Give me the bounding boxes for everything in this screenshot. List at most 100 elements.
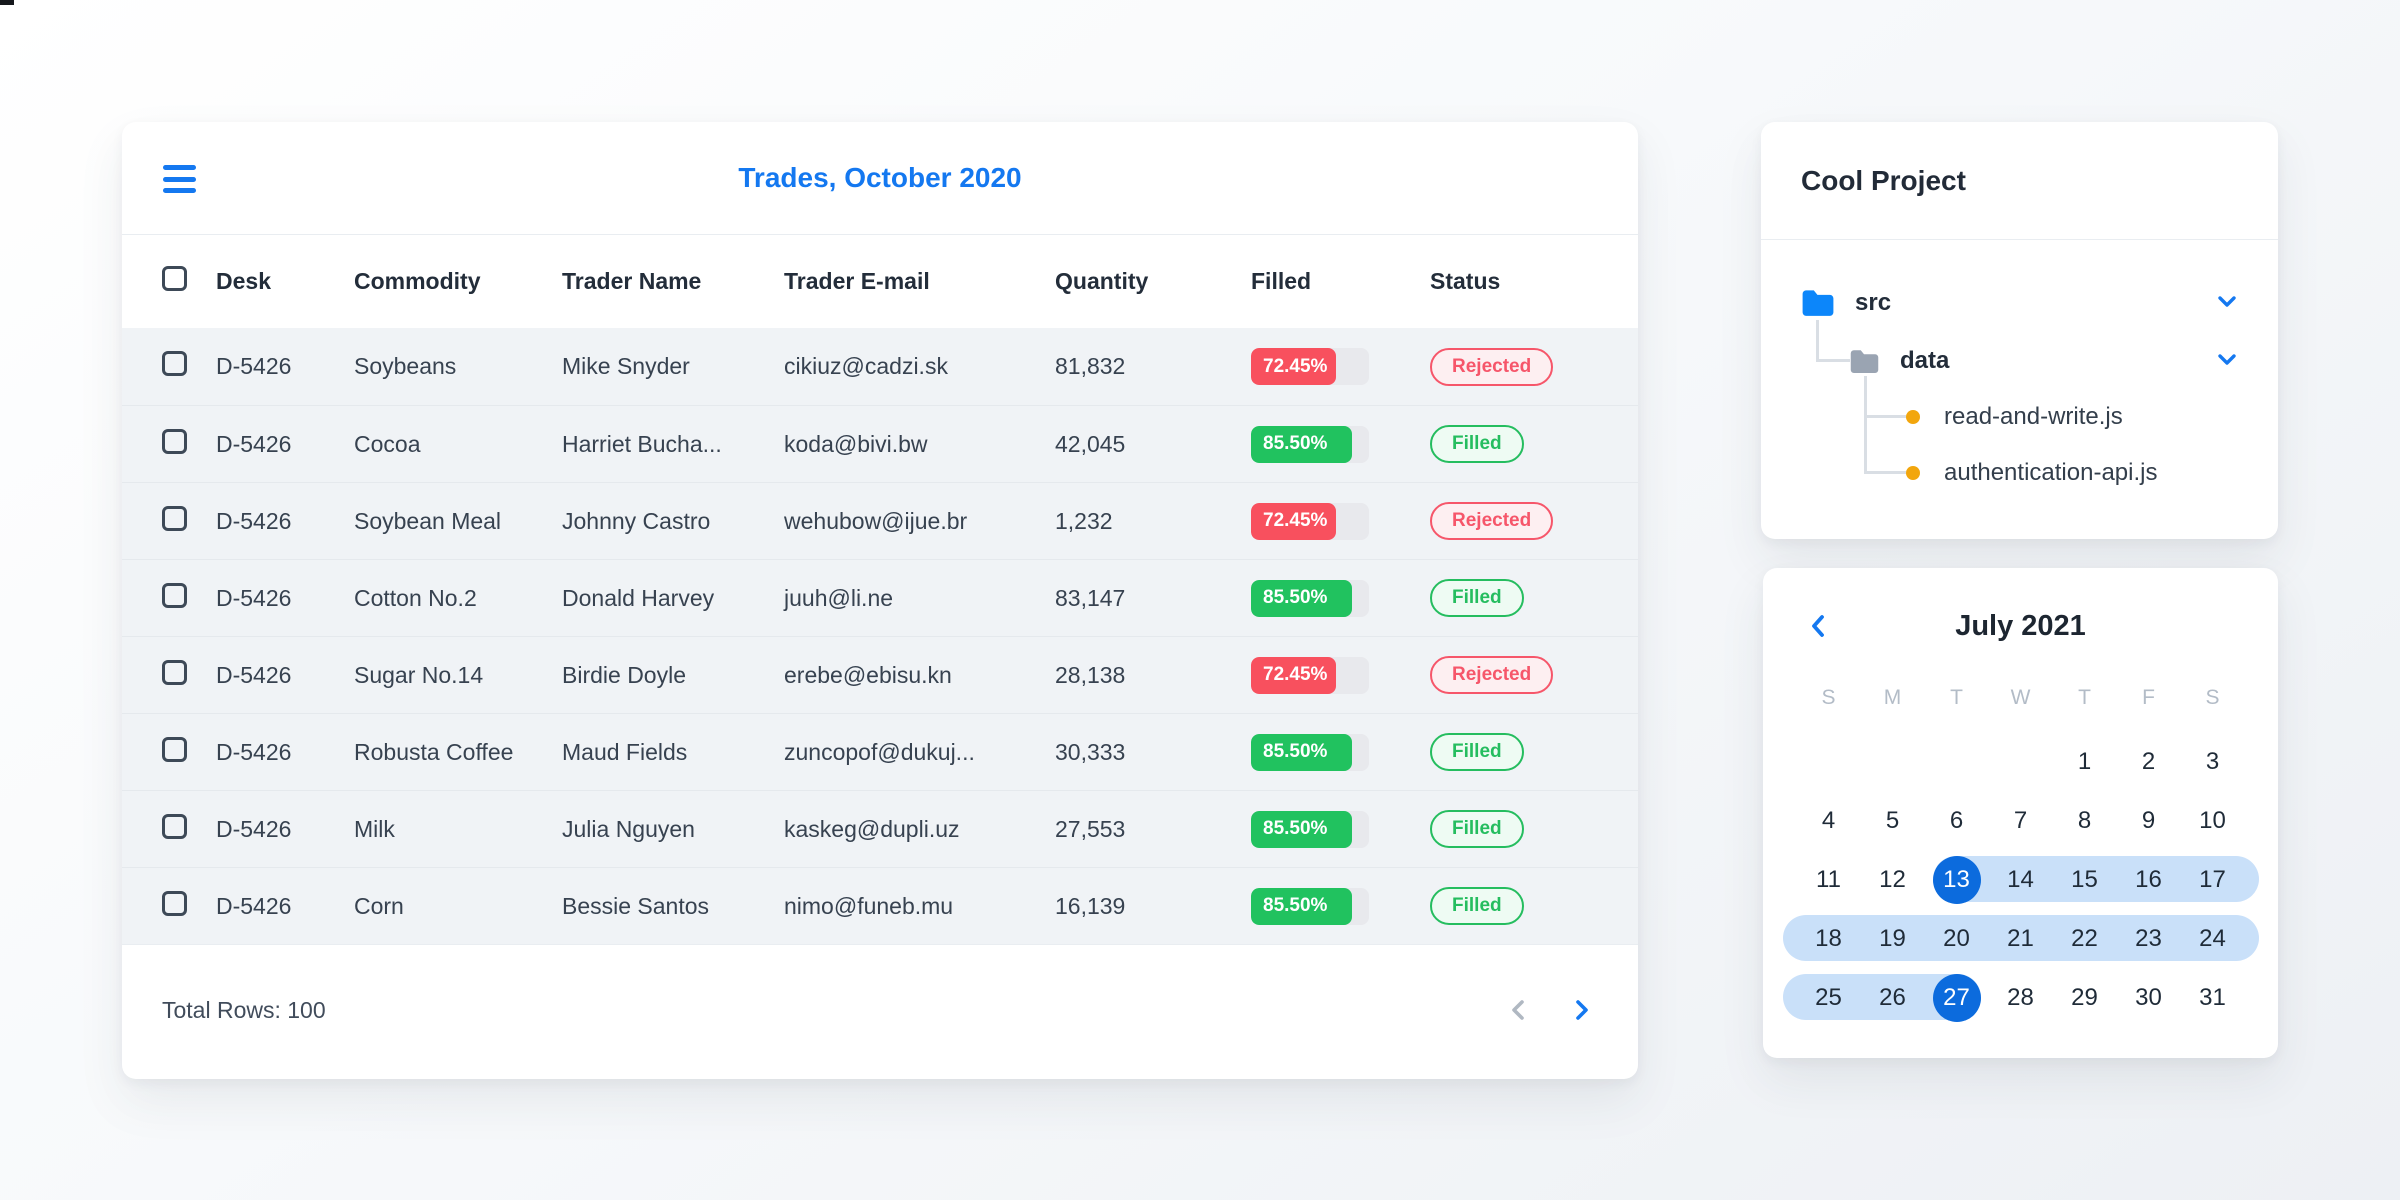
calendar-day[interactable]: 4 bbox=[1821, 806, 1836, 834]
row-checkbox[interactable] bbox=[162, 428, 187, 454]
calendar-day-selected[interactable]: 27 bbox=[1932, 973, 1981, 1022]
calendar-day[interactable]: 28 bbox=[2007, 983, 2034, 1011]
next-page-button chevron-right-icon[interactable] bbox=[1568, 997, 1594, 1023]
weekday-label: S bbox=[1821, 686, 1836, 709]
table-row: D-5426 Soybean Meal Johnny Castro wehubo… bbox=[122, 482, 1638, 559]
file-dot-icon bbox=[1906, 466, 1920, 480]
calendar-day[interactable]: 18 bbox=[1815, 924, 1842, 952]
menu-icon[interactable] bbox=[163, 165, 196, 193]
calendar-day[interactable]: 17 bbox=[2199, 865, 2226, 893]
trades-card: Trades, October 2020 Desk Commodity Trad… bbox=[122, 122, 1638, 1079]
calendar-day[interactable]: 2 bbox=[2141, 747, 2156, 775]
progress-bar: 85.50% bbox=[1251, 579, 1369, 617]
trades-card-header: Trades, October 2020 bbox=[122, 122, 1638, 235]
calendar-day[interactable]: 22 bbox=[2071, 924, 2098, 952]
table-row: D-5426 Soybeans Mike Snyder cikiuz@cadzi… bbox=[122, 328, 1638, 405]
calendar-day[interactable]: 19 bbox=[1879, 924, 1906, 952]
trades-card-title: Trades, October 2020 bbox=[738, 162, 1022, 193]
cell-commodity: Robusta Coffee bbox=[354, 738, 514, 765]
row-checkbox[interactable] bbox=[162, 659, 187, 685]
table-row: D-5426 Milk Julia Nguyen kaskeg@dupli.uz… bbox=[122, 790, 1638, 867]
calendar-day[interactable]: 31 bbox=[2199, 983, 2226, 1011]
tree-item-file[interactable]: authentication-api.js bbox=[1906, 458, 2157, 488]
folder-label: src bbox=[1855, 289, 1892, 316]
file-label: read-and-write.js bbox=[1944, 403, 2123, 430]
status-badge: Filled bbox=[1430, 579, 1524, 617]
row-checkbox[interactable] bbox=[162, 736, 187, 762]
cell-trader-name: Maud Fields bbox=[562, 738, 688, 765]
tree-item-data[interactable]: data bbox=[1849, 346, 1949, 376]
tree-connector bbox=[1864, 415, 1906, 418]
chevron-down-icon[interactable] bbox=[2216, 294, 2238, 308]
folder-icon bbox=[1850, 349, 1879, 373]
selected-range-band bbox=[1932, 856, 2259, 902]
status-badge: Filled bbox=[1430, 887, 1524, 925]
calendar-day[interactable]: 24 bbox=[2199, 924, 2226, 952]
cell-quantity: 1,232 bbox=[1055, 507, 1113, 534]
calendar-day[interactable]: 9 bbox=[2141, 806, 2156, 834]
progress-fill: 85.50% bbox=[1251, 733, 1352, 771]
calendar-day[interactable]: 29 bbox=[2071, 983, 2098, 1011]
status-badge: Filled bbox=[1430, 425, 1524, 463]
calendar-prev-button chevron-left-icon[interactable] bbox=[1809, 613, 1827, 639]
calendar-day[interactable]: 14 bbox=[2007, 865, 2034, 893]
calendar-day[interactable]: 1 bbox=[2077, 747, 2092, 775]
table-row: D-5426 Sugar No.14 Birdie Doyle erebe@eb… bbox=[122, 636, 1638, 713]
calendar-day[interactable]: 7 bbox=[2013, 806, 2028, 834]
select-all-checkbox[interactable] bbox=[162, 266, 187, 291]
calendar-day[interactable]: 5 bbox=[1885, 806, 1900, 834]
selected-range-band bbox=[1782, 915, 2259, 961]
cell-quantity: 83,147 bbox=[1055, 584, 1126, 611]
calendar-day[interactable]: 11 bbox=[1816, 865, 1841, 893]
calendar-day[interactable]: 21 bbox=[2007, 924, 2034, 952]
status-badge: Rejected bbox=[1430, 502, 1554, 540]
calendar-day[interactable]: 6 bbox=[1949, 806, 1964, 834]
calendar-day[interactable]: 16 bbox=[2135, 865, 2162, 893]
calendar-day[interactable]: 12 bbox=[1879, 865, 1906, 893]
chevron-down-icon[interactable] bbox=[2216, 352, 2238, 366]
tree-connector bbox=[1864, 471, 1906, 474]
weekday-label: T bbox=[1950, 686, 1963, 709]
table-footer: Total Rows: 100 bbox=[122, 944, 1638, 1075]
progress-fill: 85.50% bbox=[1251, 579, 1352, 617]
calendar-day[interactable]: 15 bbox=[2071, 865, 2098, 893]
prev-page-button chevron-left-icon[interactable] bbox=[1506, 997, 1532, 1023]
calendar-day-selected[interactable]: 13 bbox=[1932, 855, 1981, 904]
pagination bbox=[1506, 997, 1594, 1023]
calendar-day[interactable]: 20 bbox=[1943, 924, 1970, 952]
row-checkbox[interactable] bbox=[162, 890, 187, 916]
tree-item-src[interactable]: src bbox=[1801, 286, 1891, 320]
row-checkbox[interactable] bbox=[162, 505, 187, 531]
folder-icon bbox=[1802, 290, 1834, 316]
row-checkbox[interactable] bbox=[162, 582, 187, 608]
cell-desk: D-5426 bbox=[216, 584, 292, 611]
calendar-week-row: 1 2 3 bbox=[1797, 732, 2245, 791]
cell-commodity: Sugar No.14 bbox=[354, 661, 484, 688]
cell-quantity: 30,333 bbox=[1055, 738, 1126, 765]
calendar-day[interactable]: 26 bbox=[1879, 983, 1906, 1011]
table-row: D-5426 Corn Bessie Santos nimo@funeb.mu … bbox=[122, 867, 1638, 944]
calendar-week-row: 18 19 20 21 22 23 24 bbox=[1782, 909, 2259, 968]
row-checkbox[interactable] bbox=[162, 351, 187, 376]
calendar-day[interactable]: 25 bbox=[1815, 983, 1842, 1011]
calendar-day[interactable]: 13 bbox=[1925, 850, 1989, 909]
calendar-day[interactable]: 8 bbox=[2077, 806, 2092, 834]
progress-bar: 72.45% bbox=[1251, 348, 1369, 385]
progress-fill: 72.45% bbox=[1251, 656, 1337, 694]
row-checkbox[interactable] bbox=[162, 813, 187, 839]
calendar-day[interactable]: 10 bbox=[2199, 806, 2226, 834]
column-header-filled: Filled bbox=[1251, 268, 1312, 294]
column-header-desk: Desk bbox=[216, 268, 271, 294]
table-row: D-5426 Robusta Coffee Maud Fields zuncop… bbox=[122, 713, 1638, 790]
calendar-day[interactable]: 23 bbox=[2135, 924, 2162, 952]
calendar-day[interactable]: 27 bbox=[1925, 968, 1989, 1027]
file-dot-icon bbox=[1906, 410, 1920, 424]
calendar-day[interactable]: 30 bbox=[2135, 983, 2162, 1011]
calendar-title: July 2021 bbox=[1955, 610, 2086, 642]
cell-quantity: 27,553 bbox=[1055, 815, 1126, 842]
progress-bar: 85.50% bbox=[1251, 887, 1369, 925]
tree-item-file[interactable]: read-and-write.js bbox=[1906, 402, 2123, 432]
calendar-day[interactable]: 3 bbox=[2205, 747, 2220, 775]
progress-fill: 72.45% bbox=[1251, 502, 1337, 540]
